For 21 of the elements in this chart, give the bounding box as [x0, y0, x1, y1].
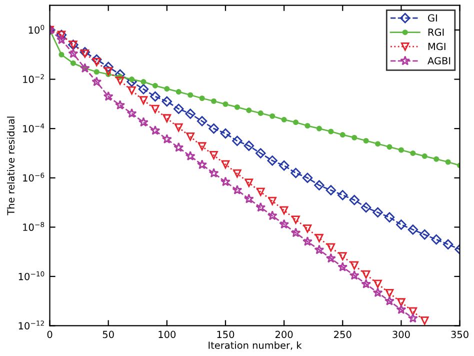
x-tick-label: 150 — [217, 330, 234, 338]
x-tick-label: 200 — [275, 330, 293, 338]
x-tick-label: 350 — [451, 330, 468, 338]
y-tick-label: 10$^{−6}$ — [23, 172, 44, 182]
x-axis-title: Iteration number, k — [208, 341, 302, 350]
x-tick-label: 250 — [334, 330, 352, 338]
y-tick-label: 10$^{−10}$ — [18, 271, 44, 280]
y-axis-title: The relative residual — [6, 116, 15, 216]
y-tick-label: 10$^{−12}$ — [18, 320, 44, 330]
legend-label: MGI — [428, 42, 446, 50]
legend-label: RGI — [428, 28, 444, 36]
y-tick-label: 10$^{0}$ — [28, 24, 44, 34]
y-tick-label: 10$^{−2}$ — [23, 74, 44, 84]
x-tick-label: 100 — [158, 330, 176, 338]
y-tick-label: 10$^{−4}$ — [23, 124, 44, 132]
x-tick-label: 50 — [102, 330, 114, 338]
y-tick-label: 10$^{−8}$ — [23, 222, 44, 231]
x-tick-label: 0 — [47, 330, 52, 338]
legend-label: GI — [428, 14, 437, 22]
x-tick-label: 300 — [392, 330, 410, 338]
legend-label: AGBI — [428, 57, 450, 64]
